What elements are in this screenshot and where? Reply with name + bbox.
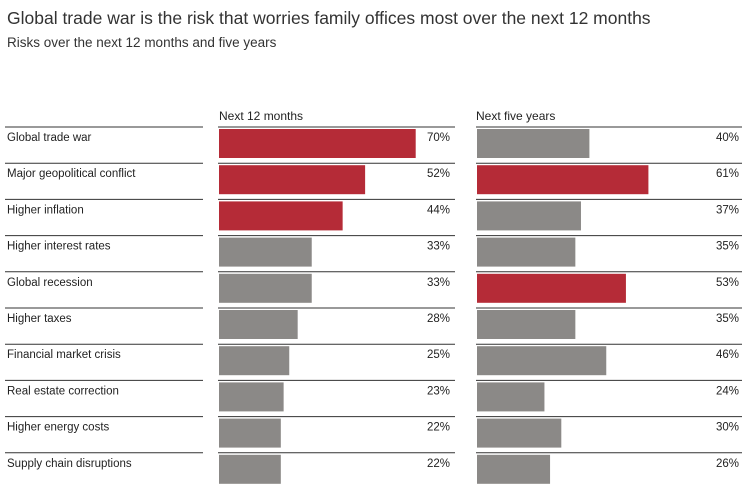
- bar-series-2: [477, 165, 649, 195]
- value-label: 35%: [716, 313, 739, 325]
- bar-series-2: [477, 237, 576, 267]
- bar-series-1: [219, 418, 281, 448]
- chart-title: Global trade war is the risk that worrie…: [7, 8, 651, 28]
- category-label: Financial market crisis: [7, 349, 121, 361]
- series-header-next-12-months: Next 12 months: [219, 109, 303, 123]
- bar-series-1: [219, 237, 312, 267]
- category-label: Global trade war: [7, 132, 92, 144]
- bar-series-2: [477, 346, 607, 376]
- category-label: Major geopolitical conflict: [7, 168, 136, 180]
- value-label: 33%: [427, 241, 450, 253]
- category-label: Supply chain disruptions: [7, 458, 132, 470]
- bar-series-1: [219, 165, 366, 195]
- chart-subtitle: Risks over the next 12 months and five y…: [7, 35, 277, 50]
- bar-series-2: [477, 129, 590, 158]
- value-label: 46%: [716, 349, 739, 361]
- category-label: Global recession: [7, 277, 93, 289]
- bar-series-1: [219, 310, 298, 339]
- value-label: 53%: [716, 277, 739, 289]
- value-label: 37%: [716, 204, 739, 216]
- bar-series-1: [219, 454, 281, 484]
- bar-series-2: [477, 273, 626, 303]
- category-label: Higher interest rates: [7, 241, 111, 253]
- value-label: 61%: [716, 168, 739, 180]
- value-label: 25%: [427, 349, 450, 361]
- value-label: 30%: [716, 422, 739, 434]
- value-label: 33%: [427, 277, 450, 289]
- bar-series-2: [477, 382, 545, 412]
- value-label: 23%: [427, 385, 450, 397]
- bar-series-2: [477, 310, 576, 339]
- category-label: Higher inflation: [7, 204, 84, 216]
- value-label: 44%: [427, 204, 450, 216]
- bar-series-2: [477, 418, 562, 448]
- value-label: 26%: [716, 458, 739, 470]
- value-label: 52%: [427, 168, 450, 180]
- series-header-next-five-years: Next five years: [476, 109, 555, 123]
- bar-series-1: [219, 201, 343, 231]
- value-label: 70%: [427, 132, 450, 144]
- bar-series-1: [219, 346, 290, 376]
- value-label: 22%: [427, 422, 450, 434]
- category-label: Higher taxes: [7, 313, 72, 325]
- value-label: 28%: [427, 313, 450, 325]
- bar-series-1: [219, 382, 284, 412]
- category-label: Higher energy costs: [7, 422, 110, 434]
- bar-series-2: [477, 201, 581, 231]
- value-label: 35%: [716, 241, 739, 253]
- bar-series-1: [219, 273, 312, 303]
- category-label: Real estate correction: [7, 385, 119, 397]
- value-label: 24%: [716, 385, 739, 397]
- value-label: 22%: [427, 458, 450, 470]
- value-label: 40%: [716, 132, 739, 144]
- bar-series-1: [219, 129, 416, 158]
- bar-series-2: [477, 454, 551, 484]
